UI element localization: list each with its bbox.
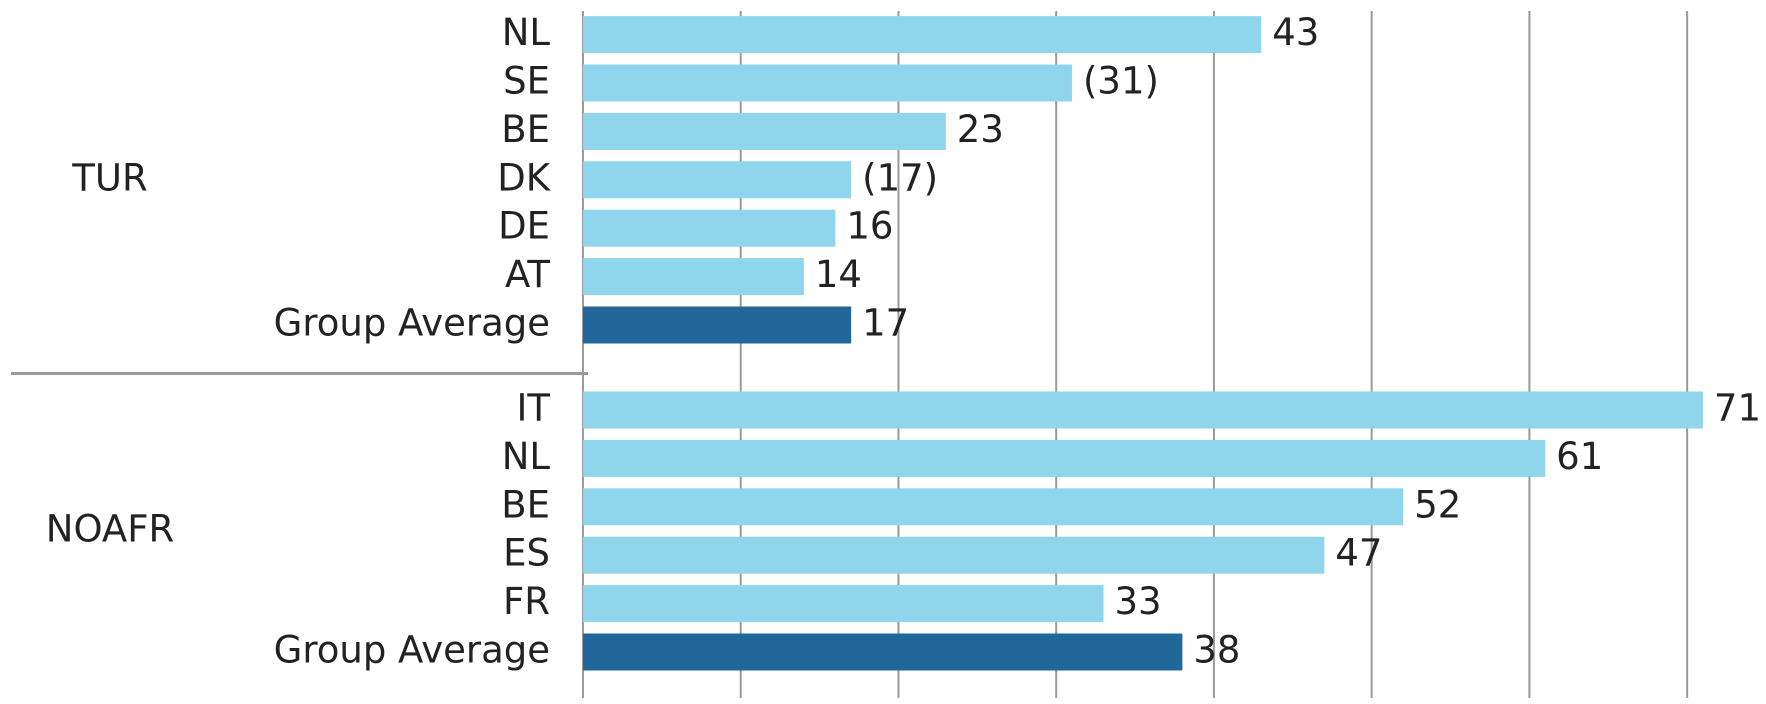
value-label: 38 <box>1193 629 1240 672</box>
bar <box>583 439 1546 477</box>
category-label: IT <box>516 387 550 430</box>
category-label: SE <box>503 60 550 103</box>
value-label: (17) <box>862 156 938 199</box>
category-label: FR <box>503 580 550 623</box>
category-label: Group Average <box>274 629 550 672</box>
value-label: 23 <box>957 108 1004 151</box>
bar <box>583 258 804 296</box>
category-label: DK <box>497 156 551 199</box>
category-label: NL <box>502 435 551 478</box>
value-label: 52 <box>1414 483 1461 526</box>
bar <box>583 161 852 199</box>
group-label: NOAFR <box>46 508 174 551</box>
value-label: (31) <box>1083 60 1159 103</box>
category-label: BE <box>501 108 550 151</box>
bar <box>583 585 1104 623</box>
value-label: 47 <box>1335 532 1382 575</box>
bar <box>583 112 946 150</box>
bar <box>583 209 836 247</box>
bar <box>583 64 1072 102</box>
group-label: TUR <box>71 156 147 199</box>
bar <box>583 306 852 344</box>
value-label: 16 <box>846 205 893 248</box>
bar <box>583 633 1183 671</box>
bar <box>583 536 1325 574</box>
value-label: 33 <box>1115 580 1162 623</box>
bar <box>583 488 1404 526</box>
category-label: DE <box>498 205 550 248</box>
category-label: ES <box>503 532 550 575</box>
value-label: 14 <box>815 253 862 296</box>
category-label: Group Average <box>274 302 550 345</box>
bar <box>583 391 1703 429</box>
value-label: 61 <box>1556 435 1603 478</box>
category-label: BE <box>501 483 550 526</box>
value-label: 43 <box>1272 11 1319 54</box>
bar <box>583 16 1262 54</box>
category-label: AT <box>505 253 550 296</box>
value-label: 71 <box>1714 387 1761 430</box>
category-label: NL <box>502 11 551 54</box>
value-label: 17 <box>862 302 909 345</box>
